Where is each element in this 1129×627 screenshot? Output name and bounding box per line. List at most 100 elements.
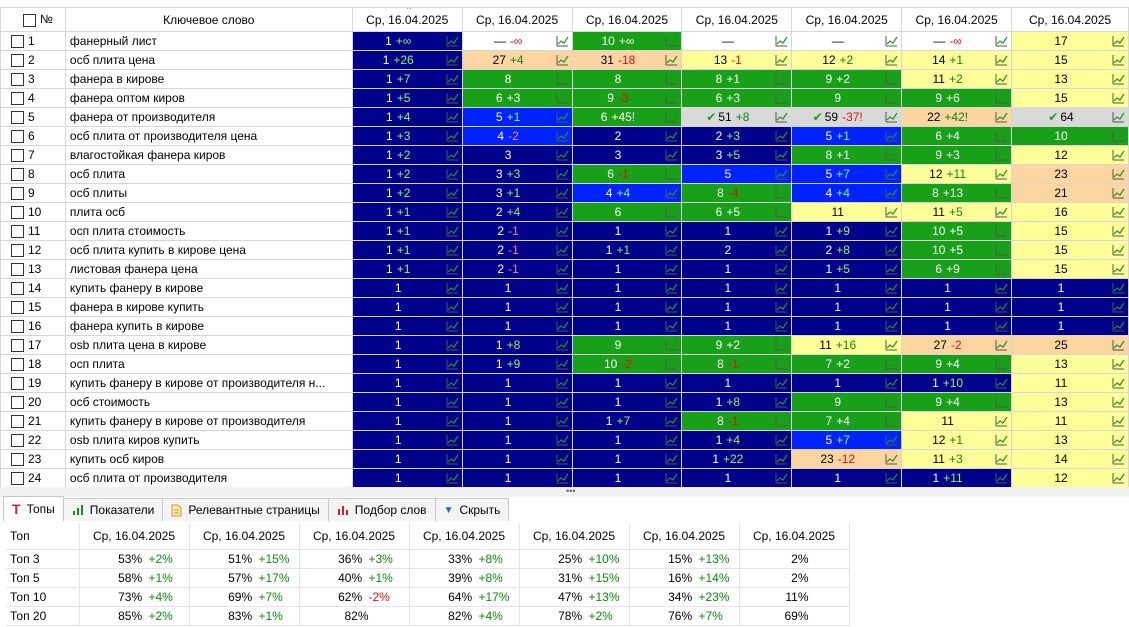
chart-icon[interactable]: [556, 358, 569, 370]
position-cell[interactable]: 1: [351, 297, 463, 317]
chart-icon[interactable]: [775, 377, 788, 389]
chart-icon[interactable]: [885, 111, 898, 123]
tab-5[interactable]: ▼ Скрыть: [434, 498, 510, 521]
table-row[interactable]: 4 фанера оптом киров 1 +5 6 +3 9 -3 6 +3 9 9 +6 15: [0, 88, 1129, 108]
position-cell[interactable]: 6 +4: [901, 126, 1013, 146]
position-cell[interactable]: — -∞: [461, 31, 573, 51]
chart-icon[interactable]: [775, 320, 788, 332]
row-num-cell[interactable]: 15: [0, 297, 66, 317]
row-checkbox[interactable]: [11, 187, 24, 201]
summary-header-date[interactable]: Ср, 16.04.2025: [79, 523, 190, 550]
table-row[interactable]: 10 плита осб 1 +1 2 +4 6 6 +5 11 11 +5 16: [0, 202, 1129, 222]
chart-icon[interactable]: [1112, 282, 1125, 294]
row-num-cell[interactable]: 21: [0, 411, 66, 431]
chart-icon[interactable]: [1112, 320, 1125, 332]
header-keyword[interactable]: Ключевое слово: [64, 7, 353, 32]
table-row[interactable]: 5 фанера от производителя 1 +4 5 +1 6 +45! ✔ 51 +8…: [0, 107, 1129, 127]
row-num-cell[interactable]: 18: [0, 354, 66, 374]
position-cell[interactable]: 1 +2: [351, 164, 463, 184]
chart-icon[interactable]: [556, 396, 569, 408]
chart-icon[interactable]: [995, 244, 1008, 256]
header-num[interactable]: №: [0, 7, 66, 32]
chart-icon[interactable]: [885, 301, 898, 313]
position-cell[interactable]: 1: [571, 221, 683, 241]
row-num-cell[interactable]: 17: [0, 335, 66, 355]
position-cell[interactable]: 5 +1: [791, 126, 903, 146]
keyword-cell[interactable]: фанера купить в кирове: [64, 316, 353, 336]
chart-icon[interactable]: [885, 282, 898, 294]
table-row[interactable]: 8 осб плита 1 +2 3 +3 6 -1 5 5 +7 12 +11 23: [0, 164, 1129, 184]
chart-icon[interactable]: [1112, 377, 1125, 389]
row-checkbox[interactable]: [11, 453, 24, 467]
chart-icon[interactable]: [556, 73, 569, 85]
position-cell[interactable]: 25: [1011, 335, 1129, 355]
chart-icon[interactable]: [775, 73, 788, 85]
table-row[interactable]: 16 фанера купить в кирове 1 1 1 1 1 1 1: [0, 316, 1129, 336]
chart-icon[interactable]: [665, 206, 678, 218]
summary-row[interactable]: Топ 5 58% +1% 57% +17% 40% +1% 39% +8% 31% +1…: [6, 568, 850, 588]
row-num-cell[interactable]: 24: [0, 468, 66, 488]
chart-icon[interactable]: [446, 396, 459, 408]
keyword-cell[interactable]: осб стоимость: [64, 392, 353, 412]
position-cell[interactable]: 4 +4: [571, 183, 683, 203]
position-cell[interactable]: 27 +4: [461, 50, 573, 70]
keyword-cell[interactable]: плита осб: [64, 202, 353, 222]
chart-icon[interactable]: [556, 130, 569, 142]
chart-icon[interactable]: [446, 301, 459, 313]
position-cell[interactable]: 8 -4: [681, 183, 793, 203]
position-cell[interactable]: 1: [681, 259, 793, 279]
chart-icon[interactable]: [995, 377, 1008, 389]
position-cell[interactable]: 1: [571, 430, 683, 450]
row-checkbox[interactable]: [11, 35, 24, 49]
row-num-cell[interactable]: 13: [0, 259, 66, 279]
position-cell[interactable]: 12 +11: [901, 164, 1013, 184]
keyword-cell[interactable]: фанера в кирове купить: [64, 297, 353, 317]
position-cell[interactable]: 1 +7: [351, 69, 463, 89]
position-cell[interactable]: 22 +42!: [901, 107, 1013, 127]
chart-icon[interactable]: [995, 358, 1008, 370]
table-row[interactable]: 6 осб плита от производителя цена 1 +3 4 -2 2 2…: [0, 126, 1129, 146]
chart-icon[interactable]: [1112, 35, 1125, 47]
row-checkbox[interactable]: [11, 225, 24, 239]
position-cell[interactable]: 9 +6: [901, 88, 1013, 108]
keyword-cell[interactable]: osb плита цена в кирове: [64, 335, 353, 355]
chart-icon[interactable]: [556, 225, 569, 237]
chart-icon[interactable]: [665, 35, 678, 47]
row-checkbox[interactable]: [11, 301, 24, 315]
chart-icon[interactable]: [885, 377, 898, 389]
chart-icon[interactable]: [1112, 54, 1125, 66]
row-num-cell[interactable]: 16: [0, 316, 66, 336]
tab-1[interactable]: T Топы: [3, 496, 64, 521]
position-cell[interactable]: 17: [1011, 31, 1129, 51]
header-date-3[interactable]: Ср, 16.04.2025: [571, 7, 683, 32]
position-cell[interactable]: 1 +26: [351, 50, 463, 70]
row-checkbox[interactable]: [11, 92, 24, 106]
position-cell[interactable]: 9: [791, 392, 903, 412]
header-date-6[interactable]: Ср, 16.04.2025: [901, 7, 1013, 32]
position-cell[interactable]: 7 +4: [791, 411, 903, 431]
position-cell[interactable]: ✔ 51 +8: [681, 107, 793, 127]
position-cell[interactable]: 1: [461, 392, 573, 412]
chart-icon[interactable]: [665, 244, 678, 256]
position-cell[interactable]: 1 +5: [791, 259, 903, 279]
chart-icon[interactable]: [665, 396, 678, 408]
row-checkbox[interactable]: [11, 54, 24, 68]
row-num-cell[interactable]: 20: [0, 392, 66, 412]
chart-icon[interactable]: [446, 168, 459, 180]
position-cell[interactable]: 15: [1011, 240, 1129, 260]
chart-icon[interactable]: [995, 320, 1008, 332]
position-cell[interactable]: 1: [681, 468, 793, 488]
position-cell[interactable]: 1 +2: [351, 183, 463, 203]
table-row[interactable]: 7 влагостойкая фанера киров 1 +2 3 3 3 +5 8 +1 9 +3…: [0, 145, 1129, 165]
chart-icon[interactable]: [885, 453, 898, 465]
chart-icon[interactable]: [885, 263, 898, 275]
tab-3[interactable]: Релевантные страницы: [162, 498, 329, 521]
position-cell[interactable]: 1: [571, 278, 683, 298]
position-cell[interactable]: 5 +1: [461, 107, 573, 127]
position-cell[interactable]: 1: [791, 316, 903, 336]
position-cell[interactable]: 1: [1011, 316, 1129, 336]
keyword-cell[interactable]: осп плита стоимость: [64, 221, 353, 241]
chart-icon[interactable]: [995, 396, 1008, 408]
position-cell[interactable]: 14 +1: [901, 50, 1013, 70]
chart-icon[interactable]: [446, 92, 459, 104]
